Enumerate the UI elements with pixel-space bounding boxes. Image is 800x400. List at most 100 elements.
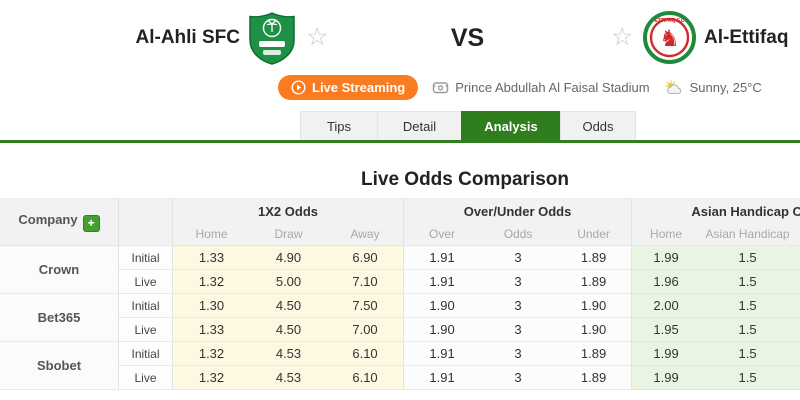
stadium-info: Prince Abdullah Al Faisal Stadium — [432, 80, 650, 95]
match-info-row: Live Streaming Prince Abdullah Al Faisal… — [278, 75, 762, 100]
odds-value: 4.53 — [250, 366, 327, 390]
partly-sunny-icon — [665, 80, 681, 94]
tab-tips[interactable]: Tips — [300, 111, 378, 140]
live-streaming-button[interactable]: Live Streaming — [278, 75, 419, 100]
odds-value: 7.50 — [327, 294, 405, 318]
odds-value: 2.00 — [632, 294, 701, 318]
svg-text:ETTIFAQ F.C: ETTIFAQ F.C — [655, 18, 685, 24]
odds-value: 1.89 — [556, 366, 633, 390]
svg-text:♞: ♞ — [659, 25, 680, 51]
odds-value: 1.95 — [632, 318, 701, 342]
phase-label: Initial — [119, 294, 173, 318]
odds-value: 1.30 — [173, 294, 250, 318]
active-tab-underline — [0, 140, 800, 143]
odds-value: 1.5 — [700, 270, 796, 294]
phase-label: Live — [119, 318, 173, 342]
home-favorite-star-icon[interactable]: ☆ — [306, 23, 329, 51]
odds-value: 1.90 — [556, 318, 633, 342]
phase-label: Live — [119, 270, 173, 294]
table-row: Sbobet Initial 1.32 4.53 6.10 1.91 3 1.8… — [0, 342, 800, 390]
stadium-name: Prince Abdullah Al Faisal Stadium — [455, 80, 650, 95]
odds-value: 1.96 — [632, 270, 701, 294]
weather-info: Sunny, 25°C — [664, 80, 762, 96]
odds-value: 4.90 — [250, 246, 327, 270]
odds-value: 4.50 — [250, 318, 327, 342]
phase-label: Initial — [119, 246, 173, 270]
table-row: Live 1.33 4.50 7.00 1.90 3 1.90 1.95 1.5 — [0, 318, 800, 342]
odds-value: 1.90 — [404, 318, 481, 342]
col-header-over: Over — [404, 223, 481, 246]
home-team-name: Al-Ahli SFC — [135, 27, 241, 48]
odds-value: 6.90 — [327, 246, 405, 270]
odds-value: 1.33 — [173, 246, 250, 270]
odds-value: 5.00 — [250, 270, 327, 294]
odds-value: 1.99 — [632, 246, 701, 270]
odds-value: 3 — [480, 294, 557, 318]
col-header-clipped — [795, 223, 800, 246]
tab-bar: Tips Detail Analysis Odds — [300, 111, 636, 140]
shield-crest-icon — [249, 12, 295, 65]
company-name: Crown — [0, 246, 119, 294]
table-cell-clipped — [795, 366, 800, 390]
table-cell-clipped — [795, 342, 800, 366]
odds-value: 1.5 — [700, 318, 796, 342]
odds-value: 4.50 — [250, 294, 327, 318]
phase-label: Initial — [119, 342, 173, 366]
stadium-icon — [432, 82, 449, 94]
odds-value: 4.53 — [250, 342, 327, 366]
company-name: Sbobet — [0, 342, 119, 390]
tab-odds[interactable]: Odds — [560, 111, 636, 140]
odds-value: 6.10 — [327, 342, 405, 366]
table-cell-clipped — [795, 294, 800, 318]
over-under-group-header: Over/Under Odds — [404, 199, 633, 223]
table-cell-clipped — [795, 318, 800, 342]
odds-value: 3 — [480, 246, 557, 270]
odds-value: 1.5 — [700, 246, 796, 270]
home-team-logo — [247, 11, 297, 70]
odds-value: 1.90 — [556, 294, 633, 318]
asian-handicap-group-header: Asian Handicap Odds — [632, 199, 800, 223]
add-company-button[interactable]: + — [82, 215, 100, 232]
table-group-header-row: Company + 1X2 Odds Over/Under Odds Asian … — [0, 199, 800, 246]
col-header-ah-home: Home — [632, 223, 701, 246]
page-title: Live Odds Comparison — [361, 169, 569, 190]
table-row: Live 1.32 5.00 7.10 1.91 3 1.89 1.96 1.5 — [0, 270, 800, 294]
odds-value: 1.32 — [173, 270, 250, 294]
table-subheader-row: Home Draw Away Over Odds Under Home Asia… — [0, 223, 800, 246]
table-row: Live 1.32 4.53 6.10 1.91 3 1.89 1.99 1.5 — [0, 366, 800, 390]
vs-label: VS — [450, 24, 485, 52]
circle-crest-icon: ETTIFAQ F.C ♞ — [643, 11, 696, 64]
odds-value: 7.00 — [327, 318, 405, 342]
odds-value: 1.32 — [173, 366, 250, 390]
weather-text: Sunny, 25°C — [689, 80, 762, 95]
odds-value: 1.91 — [404, 246, 481, 270]
col-header-draw: Draw — [250, 223, 327, 246]
company-name: Bet365 — [0, 294, 119, 342]
col-header-asian-handicap: Asian Handicap — [700, 223, 796, 246]
odds-value: 3 — [480, 270, 557, 294]
col-header-home: Home — [173, 223, 250, 246]
odds-comparison-table: Company + 1X2 Odds Over/Under Odds Asian … — [0, 198, 800, 390]
table-cell-clipped — [795, 246, 800, 270]
company-header-label: Company — [18, 212, 78, 227]
odds-value: 1.89 — [556, 270, 633, 294]
table-cell-clipped — [795, 270, 800, 294]
odds-value: 1.91 — [404, 342, 481, 366]
away-favorite-star-icon[interactable]: ☆ — [611, 23, 634, 51]
odds-value: 3 — [480, 342, 557, 366]
odds-value: 1.90 — [404, 294, 481, 318]
live-streaming-label: Live Streaming — [312, 80, 406, 95]
col-header-under: Under — [556, 223, 633, 246]
odds-value: 1.99 — [632, 366, 701, 390]
odds-value: 6.10 — [327, 366, 405, 390]
away-team-name: Al-Ettifaq — [704, 27, 789, 48]
tab-analysis[interactable]: Analysis — [461, 111, 561, 140]
away-team-logo: ETTIFAQ F.C ♞ — [643, 11, 696, 69]
odds-value: 1.91 — [404, 270, 481, 294]
odds-value: 1.5 — [700, 342, 796, 366]
tab-detail[interactable]: Detail — [377, 111, 462, 140]
company-column-header: Company + — [0, 199, 119, 246]
odds-value: 1.91 — [404, 366, 481, 390]
table-row: Crown Initial 1.33 4.90 6.90 1.91 3 1.89… — [0, 246, 800, 294]
phase-label: Live — [119, 366, 173, 390]
